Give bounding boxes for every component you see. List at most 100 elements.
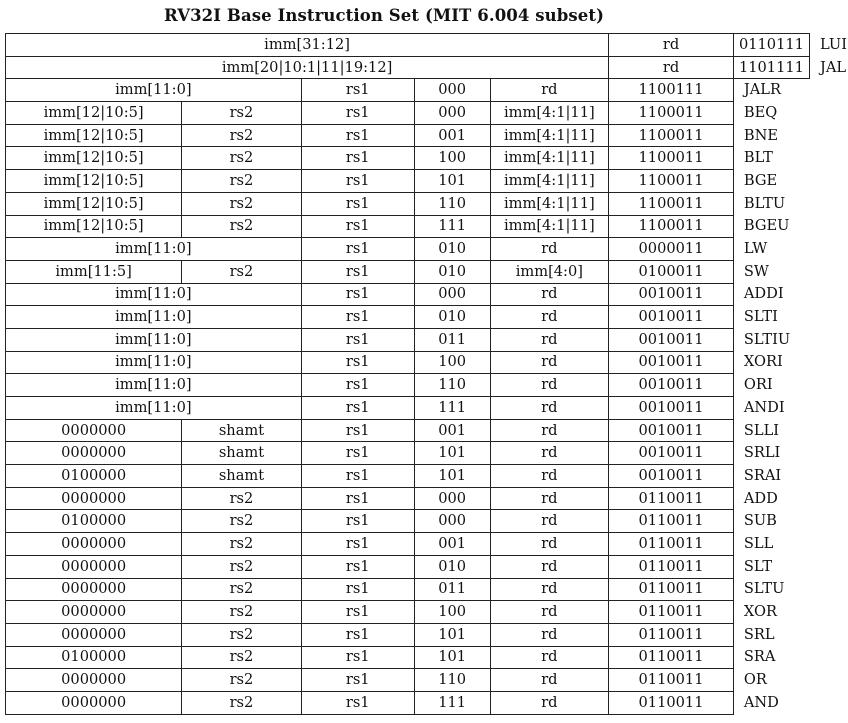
shamt-field: shamt xyxy=(181,464,302,488)
rd-field: rd xyxy=(489,282,610,307)
rs1-field: rs1 xyxy=(300,259,415,284)
rs1-field: rs1 xyxy=(300,146,415,171)
table-row: imm[31:12] rd 0110111 LUI xyxy=(4,33,848,57)
funct3-cell: 110 xyxy=(413,373,491,397)
imm-field: imm[4:1|11] xyxy=(489,101,610,125)
opcode-cell: 0110011 xyxy=(608,554,734,579)
imm-field: imm[11:0] xyxy=(5,78,302,103)
instruction-name: BGE xyxy=(743,171,778,189)
instruction-name: LW xyxy=(743,240,768,258)
opcode-cell: 1100011 xyxy=(608,101,734,125)
table-row: imm[12|10:5] rs2 rs1 000 imm[4:1|11] 1100011 B… xyxy=(4,101,848,125)
table-row: imm[11:5] rs2 rs1 010 imm[4:0] 0100011 SW xyxy=(4,259,848,284)
rd-field: rd xyxy=(489,622,610,647)
funct3-cell: 000 xyxy=(413,101,491,125)
funct3-cell: 010 xyxy=(413,237,491,261)
opcode-cell: 1100011 xyxy=(608,191,734,216)
opcode-cell: 0010011 xyxy=(608,441,734,466)
shamt-field: shamt xyxy=(181,418,302,443)
instruction-name: BEQ xyxy=(743,103,778,121)
rs1-field: rs1 xyxy=(300,418,415,443)
funct7-cell: 0100000 xyxy=(4,645,183,670)
instruction-name: SLT xyxy=(743,557,773,575)
opcode-cell: rd xyxy=(608,55,734,80)
opcode-cell: rd xyxy=(608,33,734,57)
rd-field: rd xyxy=(489,600,610,624)
funct3-cell: 000 xyxy=(413,282,491,307)
imm-field: imm[11:0] xyxy=(5,396,302,420)
imm-field: imm[4:1|11] xyxy=(489,169,610,193)
funct3-cell: 111 xyxy=(413,690,491,715)
instruction-name: SLTI xyxy=(743,308,778,326)
rs2-field: rs2 xyxy=(181,690,302,715)
rs1-field: rs1 xyxy=(300,464,415,488)
instruction-name: SUB xyxy=(743,512,777,530)
rs2-field: rs2 xyxy=(181,554,302,579)
funct3-cell: 111 xyxy=(413,214,491,239)
rd-field: rd xyxy=(489,509,610,534)
rs1-field: rs1 xyxy=(300,123,415,148)
imm-field: imm[12|10:5] xyxy=(4,101,183,125)
rs2-field: rs2 xyxy=(181,214,302,239)
rd-field: rd xyxy=(489,554,610,579)
imm-field: imm[11:5] xyxy=(4,259,183,284)
opcode-cell: 0010011 xyxy=(608,305,734,329)
funct7-cell: 0100000 xyxy=(4,509,183,534)
funct7-cell: 0000000 xyxy=(4,600,183,624)
rs2-field: rs2 xyxy=(181,486,302,511)
rs1-field: rs1 xyxy=(300,305,415,329)
funct3-cell: 100 xyxy=(413,350,491,375)
rs2-field: rs2 xyxy=(181,191,302,216)
funct7-cell: 0000000 xyxy=(4,418,183,443)
funct7-cell: 0000000 xyxy=(4,554,183,579)
rs2-field: rs2 xyxy=(181,645,302,670)
instruction-name: JALR xyxy=(743,81,781,99)
rs1-field: rs1 xyxy=(300,282,415,307)
rs2-field: rs2 xyxy=(181,146,302,171)
funct3-cell: 101 xyxy=(413,645,491,670)
funct3-cell: 011 xyxy=(413,327,491,352)
rd-field: rd xyxy=(489,237,610,261)
instruction-name: BGEU xyxy=(743,217,790,235)
rs1-field: rs1 xyxy=(300,327,415,352)
rs1-field: rs1 xyxy=(300,396,415,420)
imm-field: imm[12|10:5] xyxy=(4,123,183,148)
rs1-field: rs1 xyxy=(300,169,415,193)
imm-field: imm[12|10:5] xyxy=(4,191,183,216)
rs2-field: rs2 xyxy=(181,509,302,534)
funct7-cell: 0000000 xyxy=(4,622,183,647)
imm-field: imm[4:1|11] xyxy=(489,146,610,171)
funct7-cell: 0000000 xyxy=(4,577,183,602)
opcode-cell: 0110011 xyxy=(608,668,734,692)
rd-field: rd xyxy=(489,350,610,375)
table-row: imm[12|10:5] rs2 rs1 100 imm[4:1|11] 1100011 B… xyxy=(4,146,848,171)
opcode-cell: 0000011 xyxy=(608,237,734,261)
funct7-cell: 0000000 xyxy=(4,690,183,715)
field-cell: 0110111 xyxy=(732,33,811,57)
table-row: imm[12|10:5] rs2 rs1 110 imm[4:1|11] 1100011 B… xyxy=(4,191,848,216)
opcode-cell: 0110011 xyxy=(608,600,734,624)
rs2-field: rs2 xyxy=(181,101,302,125)
instruction-name: SW xyxy=(743,262,769,280)
imm-field: imm[20|10:1|11|19:12] xyxy=(4,55,610,80)
funct3-cell: 000 xyxy=(413,486,491,511)
instruction-name: JAL xyxy=(820,58,847,76)
instruction-table-body: imm[31:12] rd 0110111 LUI imm[20|10:1|11|19:… xyxy=(4,33,848,715)
opcode-cell: 1100011 xyxy=(608,146,734,171)
opcode-cell: 0010011 xyxy=(608,350,734,375)
instruction-name: SLL xyxy=(743,534,774,552)
rd-field: rd xyxy=(489,441,610,466)
opcode-cell: 0110011 xyxy=(608,690,734,715)
rs1-field: rs1 xyxy=(300,690,415,715)
